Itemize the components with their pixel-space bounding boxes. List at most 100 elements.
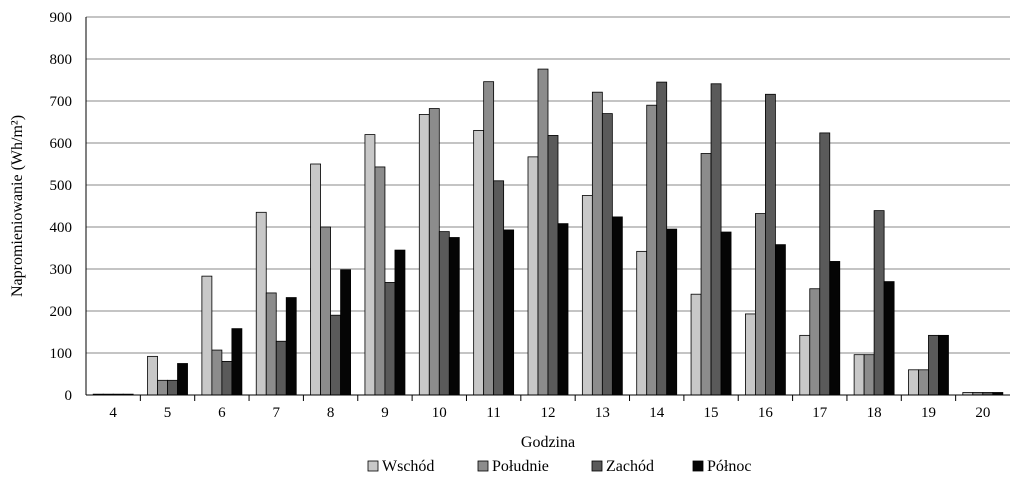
bar-północ-10 [448, 237, 460, 396]
bar-wschód-8 [310, 163, 321, 396]
bar-południe-10 [428, 108, 440, 396]
bar-zachód-9 [384, 282, 396, 396]
y-tick-label: 200 [50, 304, 73, 320]
legend-swatch [477, 460, 489, 472]
legend-label: Wschód [382, 458, 434, 475]
bar-południe-9 [374, 166, 386, 396]
x-axis-title: Godzina [521, 434, 575, 451]
axes [85, 17, 1010, 396]
legend-swatch [692, 460, 704, 472]
x-tick-label: 15 [704, 405, 719, 421]
bar-zachód-11 [493, 180, 505, 396]
bar-południe-19 [918, 369, 929, 396]
y-tick-label: 700 [50, 94, 73, 110]
bar-wschód-19 [908, 369, 919, 396]
bar-północ-17 [829, 261, 841, 396]
x-tick-label: 9 [381, 405, 389, 421]
bar-południe-15 [700, 153, 712, 396]
bar-wschód-17 [799, 334, 811, 396]
legend-label: Zachód [606, 458, 654, 475]
bar-zachód-12 [547, 135, 559, 396]
x-tick-label: 8 [327, 405, 335, 421]
bar-zachód-7 [275, 340, 287, 396]
bar-południe-11 [483, 81, 495, 396]
y-axis-title: Napromieniowanie (Wh/m²) [9, 115, 26, 297]
x-tick-label: 19 [921, 405, 936, 421]
y-tick-label: 800 [50, 52, 73, 68]
bar-wschód-11 [473, 129, 485, 396]
x-tick-label: 17 [812, 405, 828, 421]
y-tick-label: 100 [50, 346, 73, 362]
tick-labels: 0 100 200 300 400 500 600 700 800 900 4 5 6 7 8 9 10 11 12… [50, 10, 991, 421]
bar-wschód-15 [690, 293, 702, 396]
x-tick-label: 5 [164, 405, 172, 421]
bar-północ-15 [720, 231, 732, 396]
x-tick-label: 14 [649, 405, 665, 421]
bar-północ-6 [231, 328, 243, 396]
x-tick-label: 20 [975, 405, 990, 421]
y-tick-label: 900 [50, 10, 73, 26]
x-tick-label: 13 [595, 405, 610, 421]
y-tick-label: 300 [50, 262, 73, 278]
legend-label: Północ [707, 458, 751, 475]
bar-zachód-16 [765, 93, 776, 396]
x-tick-label: 18 [867, 405, 882, 421]
bar-południe-7 [265, 292, 277, 396]
bar-wschód-6 [201, 275, 213, 396]
bar-północ-9 [394, 249, 406, 396]
bar-północ-16 [775, 244, 786, 396]
x-tick-label: 11 [486, 405, 500, 421]
x-tick-label: 12 [541, 405, 556, 421]
x-tick-label: 16 [758, 405, 774, 421]
legend-swatch [367, 460, 379, 472]
bar-północ-12 [557, 223, 569, 396]
bar-wschód-7 [255, 211, 267, 396]
bar-wschód-12 [527, 156, 539, 396]
bar-wschód-13 [581, 195, 593, 396]
bar-północ-5 [177, 363, 188, 396]
bar-południe-14 [646, 104, 658, 396]
y-tick-label: 600 [50, 136, 73, 152]
y-tick-label: 400 [50, 220, 73, 236]
bars [92, 68, 1004, 396]
x-tick-label: 10 [432, 405, 447, 421]
bar-zachód-14 [656, 81, 668, 396]
bar-północ-18 [883, 281, 895, 396]
x-tick-label: 7 [272, 405, 280, 421]
legend-swatch [591, 460, 603, 472]
bar-północ-7 [285, 297, 297, 396]
bar-zachód-17 [819, 132, 831, 396]
bar-południe-17 [809, 288, 821, 396]
bar-północ-8 [340, 269, 351, 396]
bar-północ-14 [666, 228, 678, 396]
bar-południe-16 [755, 213, 766, 396]
x-tick-label: 6 [218, 405, 226, 421]
bar-południe-18 [863, 354, 875, 396]
bar-północ-11 [503, 229, 515, 396]
bar-południe-13 [591, 91, 603, 396]
bar-wschód-14 [636, 250, 648, 396]
bar-południe-6 [211, 349, 223, 396]
bar-wschód-10 [418, 114, 430, 396]
legend: Wschód Południe Zachód Północ [367, 458, 751, 475]
bar-zachód-15 [710, 83, 722, 396]
y-tick-label: 500 [50, 178, 73, 194]
bar-północ-19 [938, 334, 949, 396]
bar-wschód-9 [364, 134, 376, 396]
bar-zachód-13 [601, 113, 613, 396]
bar-wschód-5 [147, 355, 158, 396]
bar-zachód-19 [928, 334, 939, 396]
y-tick-label: 0 [65, 388, 73, 404]
bar-zachód-8 [330, 314, 341, 396]
bar-wschód-18 [853, 354, 865, 396]
bar-południe-5 [157, 379, 168, 396]
bar-zachód-5 [167, 379, 178, 396]
bar-zachód-18 [873, 210, 885, 396]
bar-zachód-10 [438, 231, 450, 396]
x-tick-label: 4 [109, 405, 117, 421]
bar-południe-8 [320, 226, 331, 396]
bar-wschód-16 [745, 313, 756, 396]
bar-południe-12 [537, 68, 549, 396]
